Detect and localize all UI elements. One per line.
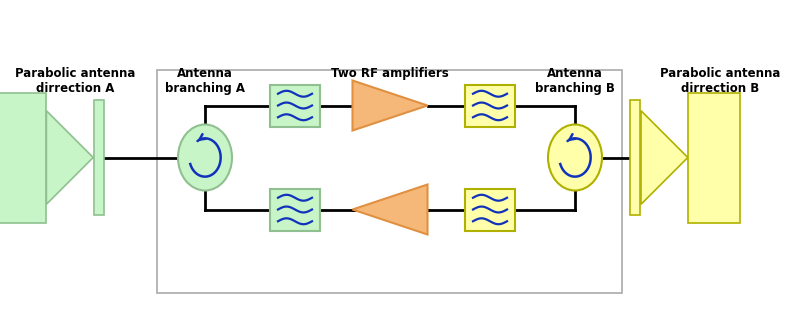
Polygon shape xyxy=(641,111,688,204)
FancyBboxPatch shape xyxy=(270,84,320,127)
Text: Parabolic antenna
dirrection A: Parabolic antenna dirrection A xyxy=(15,67,135,95)
FancyBboxPatch shape xyxy=(465,84,515,127)
Text: Parabolic antenna
dirrection B: Parabolic antenna dirrection B xyxy=(660,67,780,95)
FancyBboxPatch shape xyxy=(270,188,320,231)
Text: Antenna
branching B: Antenna branching B xyxy=(535,67,615,95)
Ellipse shape xyxy=(548,124,602,191)
Text: Antenna
branching A: Antenna branching A xyxy=(165,67,245,95)
Text: Two RF amplifiers: Two RF amplifiers xyxy=(331,67,449,80)
FancyBboxPatch shape xyxy=(688,93,740,222)
Polygon shape xyxy=(353,81,427,130)
Ellipse shape xyxy=(178,124,232,191)
FancyBboxPatch shape xyxy=(94,100,104,215)
Polygon shape xyxy=(353,185,427,234)
FancyBboxPatch shape xyxy=(630,100,640,215)
FancyBboxPatch shape xyxy=(465,188,515,231)
Polygon shape xyxy=(46,111,93,204)
FancyBboxPatch shape xyxy=(0,93,46,222)
